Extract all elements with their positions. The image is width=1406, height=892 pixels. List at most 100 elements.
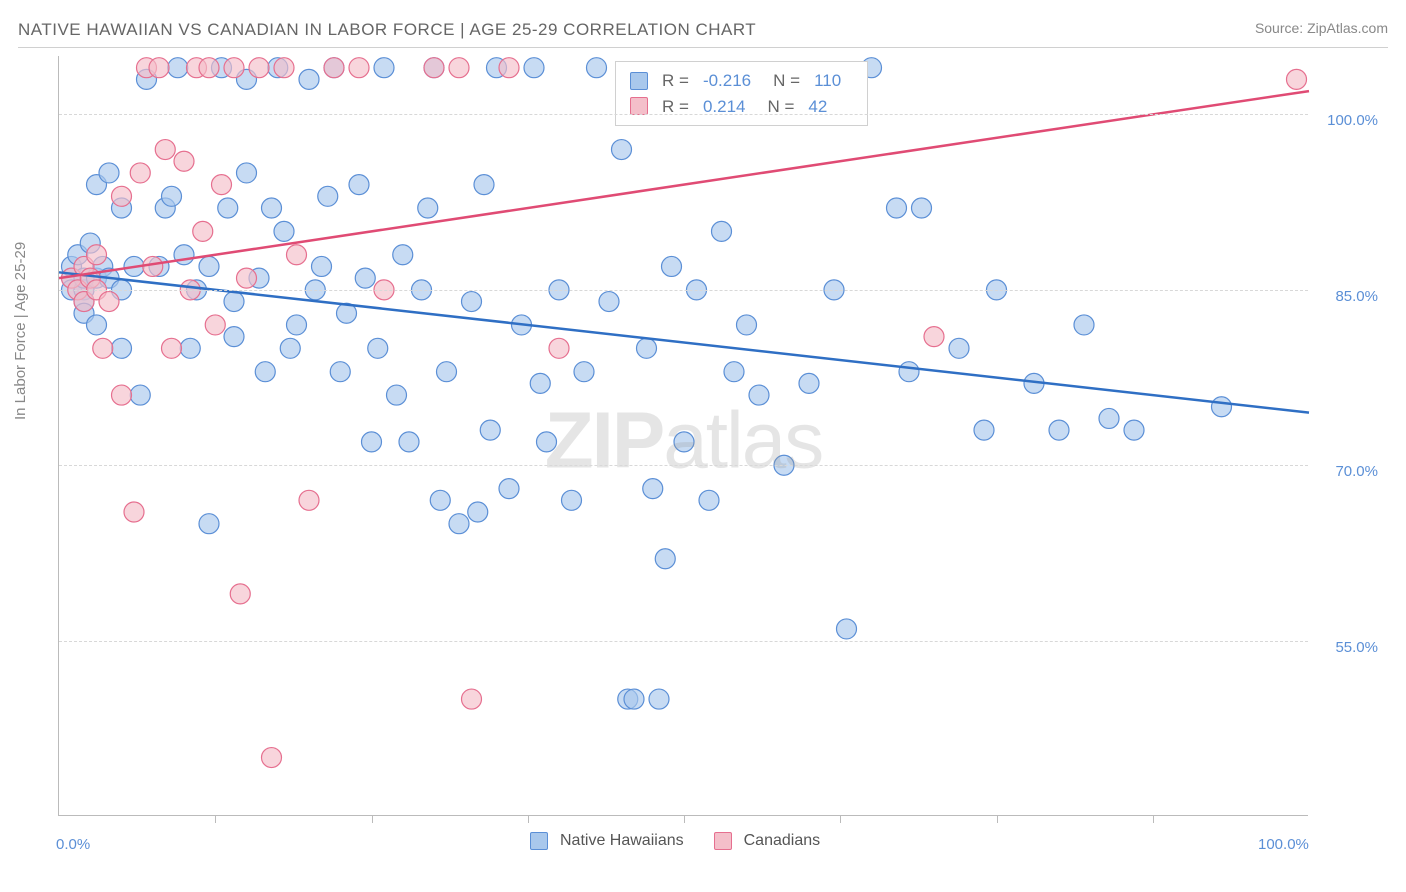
data-point [280, 338, 300, 358]
data-point [387, 385, 407, 405]
data-point [87, 315, 107, 335]
data-point [349, 58, 369, 78]
chart-svg [59, 56, 1308, 815]
data-point [287, 245, 307, 265]
data-point [224, 58, 244, 78]
data-point [430, 490, 450, 510]
chart-title: NATIVE HAWAIIAN VS CANADIAN IN LABOR FOR… [18, 20, 756, 40]
data-point [530, 373, 550, 393]
gridline [59, 641, 1308, 642]
x-tick [997, 815, 998, 823]
legend-swatch [714, 832, 732, 850]
data-point [480, 420, 500, 440]
data-point [399, 432, 419, 452]
data-point [887, 198, 907, 218]
data-point [262, 748, 282, 768]
data-point [587, 58, 607, 78]
x-tick-label: 0.0% [56, 836, 90, 853]
r-label: R = [662, 68, 689, 94]
data-point [662, 256, 682, 276]
data-point [155, 140, 175, 160]
data-point [468, 502, 488, 522]
data-point [1287, 69, 1307, 89]
gridline [59, 114, 1308, 115]
data-point [193, 221, 213, 241]
y-tick-label: 100.0% [1327, 112, 1378, 129]
data-point [374, 58, 394, 78]
data-point [1124, 420, 1144, 440]
data-point [130, 163, 150, 183]
data-point [674, 432, 694, 452]
data-point [218, 198, 238, 218]
data-point [224, 292, 244, 312]
gridline [59, 465, 1308, 466]
data-point [330, 362, 350, 382]
data-point [974, 420, 994, 440]
y-tick-label: 85.0% [1335, 288, 1378, 305]
data-point [449, 514, 469, 534]
n-label: N = [773, 68, 800, 94]
legend-label: Native Hawaiians [560, 832, 684, 850]
data-point [299, 490, 319, 510]
data-point [199, 58, 219, 78]
data-point [837, 619, 857, 639]
data-point [574, 362, 594, 382]
data-point [1049, 420, 1069, 440]
data-point [99, 292, 119, 312]
data-point [143, 256, 163, 276]
data-point [199, 256, 219, 276]
x-tick [1153, 815, 1154, 823]
data-point [199, 514, 219, 534]
data-point [174, 151, 194, 171]
legend-swatch [630, 97, 648, 115]
data-point [424, 58, 444, 78]
data-point [205, 315, 225, 335]
data-point [312, 256, 332, 276]
data-point [924, 327, 944, 347]
data-point [368, 338, 388, 358]
data-point [287, 315, 307, 335]
data-point [474, 175, 494, 195]
data-point [274, 221, 294, 241]
y-axis-label: In Labor Force | Age 25-29 [12, 242, 29, 420]
header-bar: NATIVE HAWAIIAN VS CANADIAN IN LABOR FOR… [18, 20, 1388, 48]
data-point [724, 362, 744, 382]
data-point [643, 479, 663, 499]
data-point [318, 186, 338, 206]
source-label: Source: ZipAtlas.com [1255, 20, 1388, 36]
data-point [562, 490, 582, 510]
data-point [599, 292, 619, 312]
bottom-legend: Native Hawaiians Canadians [530, 832, 820, 850]
data-point [462, 292, 482, 312]
data-point [237, 163, 257, 183]
data-point [355, 268, 375, 288]
data-point [637, 338, 657, 358]
data-point [99, 163, 119, 183]
legend-swatch [530, 832, 548, 850]
trend-line [59, 272, 1309, 412]
data-point [699, 490, 719, 510]
data-point [612, 140, 632, 160]
data-point [87, 245, 107, 265]
stats-row: R =-0.216N =110 [630, 68, 853, 94]
y-tick-label: 70.0% [1335, 463, 1378, 480]
gridline [59, 290, 1308, 291]
data-point [362, 432, 382, 452]
y-tick-label: 55.0% [1335, 639, 1378, 656]
data-point [949, 338, 969, 358]
data-point [349, 175, 369, 195]
data-point [899, 362, 919, 382]
x-tick [215, 815, 216, 823]
plot-area: ZIPatlas R =-0.216N =110R = 0.214N = 42 [58, 56, 1308, 816]
x-tick [684, 815, 685, 823]
x-tick [372, 815, 373, 823]
x-tick [528, 815, 529, 823]
legend-item: Canadians [714, 832, 821, 850]
data-point [112, 385, 132, 405]
data-point [462, 689, 482, 709]
data-point [262, 198, 282, 218]
data-point [130, 385, 150, 405]
data-point [437, 362, 457, 382]
n-value: 110 [814, 68, 841, 94]
data-point [299, 69, 319, 89]
